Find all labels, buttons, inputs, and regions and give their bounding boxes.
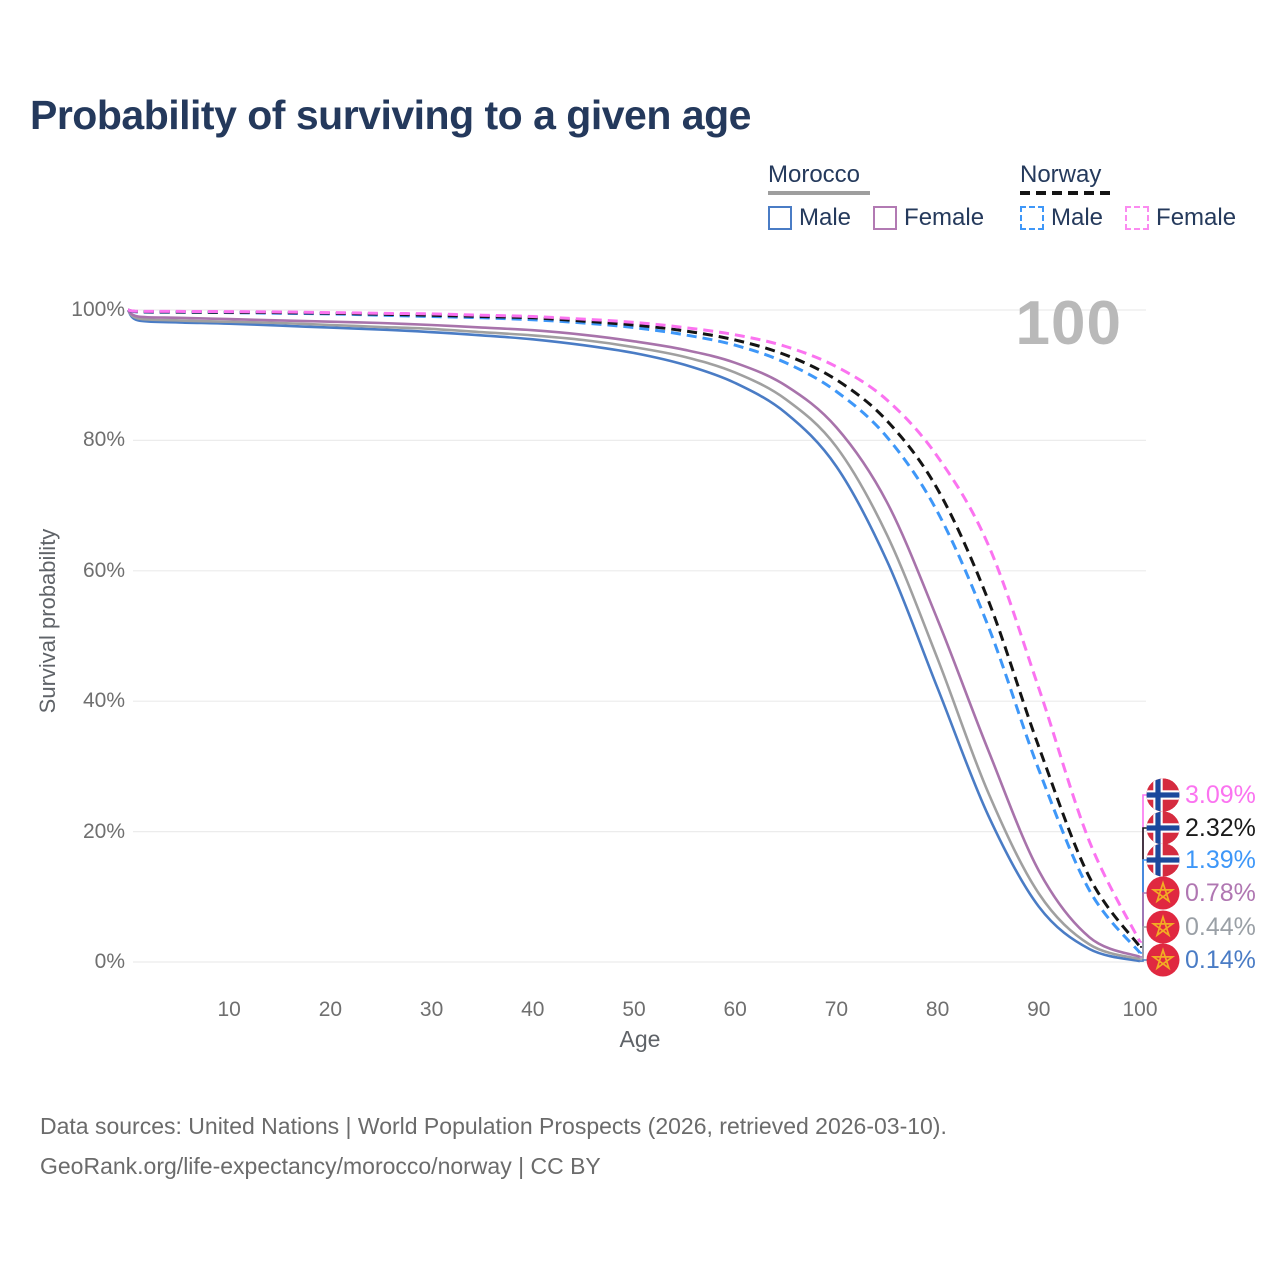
norway-female-swatch-icon [1125, 206, 1150, 230]
legend-group-morocco: Morocco Male Female [768, 162, 984, 232]
curve-morocco[interactable] [127, 308, 1141, 961]
end-value-label: 3.09% [1185, 780, 1256, 809]
legend-item-label: Female [1156, 204, 1237, 231]
x-axis-title: Age [619, 1026, 661, 1052]
end-label-norway[interactable]: 2.32% [1146, 811, 1256, 845]
end-label-connector [1140, 892, 1147, 958]
x-tick-label: 20 [318, 998, 343, 1021]
end-label-morocco[interactable]: 0.44% [1146, 910, 1256, 944]
morocco-flag-icon [1146, 876, 1180, 910]
y-tick-label: 40% [82, 689, 125, 713]
morocco-flag-icon [1146, 943, 1180, 977]
x-tick-label: 90 [1027, 998, 1051, 1021]
norway-flag-icon [1146, 778, 1180, 812]
x-tick-label: 50 [622, 998, 646, 1021]
norway-flag-icon [1146, 811, 1180, 845]
attribution-line: GeoRank.org/life-expectancy/morocco/norw… [40, 1153, 601, 1179]
legend-country-norway[interactable]: Norway [1020, 162, 1110, 195]
end-label-morocco-male[interactable]: 0.14% [1146, 943, 1256, 977]
page-title: Probability of surviving to a given age [30, 92, 751, 138]
curve-morocco-male[interactable] [126, 309, 1141, 963]
curve-norway-male[interactable] [127, 308, 1142, 954]
x-tick-label: 40 [521, 998, 545, 1021]
legend-item-norway-male[interactable]: Male [1020, 204, 1103, 232]
legend-item-morocco-female[interactable]: Female [873, 204, 984, 232]
end-value-label: 0.44% [1185, 912, 1256, 941]
x-tick-label: 100 [1122, 998, 1158, 1021]
end-label-norway-male[interactable]: 1.39% [1146, 843, 1256, 877]
end-value-label: 0.14% [1185, 945, 1256, 974]
norway-male-swatch-icon [1020, 206, 1044, 230]
y-tick-label: 80% [82, 428, 125, 452]
y-tick-label: 20% [82, 819, 125, 843]
curve-norway-female[interactable] [127, 308, 1142, 943]
legend-item-label: Male [799, 204, 852, 231]
morocco-female-swatch-icon [873, 206, 898, 230]
y-tick-label: 60% [82, 558, 125, 582]
data-sources-line: Data sources: United Nations | World Pop… [40, 1113, 947, 1139]
end-value-label: 1.39% [1185, 845, 1256, 874]
hover-age-watermark: 100 [1015, 289, 1122, 358]
curve-norway[interactable] [127, 308, 1142, 948]
y-tick-label: 100% [71, 298, 125, 321]
legend-country-norway-label: Norway [1020, 161, 1102, 188]
morocco-flag-icon [1146, 910, 1180, 944]
y-tick-label: 0% [94, 950, 125, 973]
legend-item-label: Male [1051, 204, 1104, 231]
legend-group-norway: Norway Male Female [1020, 162, 1236, 232]
morocco-male-swatch-icon [768, 206, 792, 230]
legend-item-norway-female[interactable]: Female [1125, 204, 1236, 232]
end-label-connector [1140, 926, 1147, 960]
norway-line-style-swatch [1020, 191, 1110, 195]
footer: Data sources: United Nations | World Pop… [40, 1106, 947, 1186]
legend-country-morocco-label: Morocco [768, 161, 861, 188]
end-label-morocco-female[interactable]: 0.78% [1146, 876, 1256, 910]
end-value-label: 2.32% [1185, 813, 1256, 842]
legend-item-morocco-male[interactable]: Male [768, 204, 851, 232]
x-tick-label: 30 [419, 998, 444, 1021]
x-tick-label: 10 [217, 998, 241, 1021]
norway-flag-icon [1146, 843, 1180, 877]
x-tick-label: 60 [723, 998, 747, 1021]
x-tick-label: 70 [824, 998, 849, 1021]
curve-morocco-female[interactable] [127, 308, 1141, 959]
end-label-connector [1140, 959, 1147, 962]
legend-country-morocco[interactable]: Morocco [768, 162, 870, 195]
x-tick-label: 80 [925, 998, 950, 1021]
end-value-label: 0.78% [1185, 878, 1256, 907]
end-label-norway-female[interactable]: 3.09% [1146, 778, 1256, 812]
morocco-line-style-swatch [768, 191, 870, 195]
legend-item-label: Female [904, 204, 985, 231]
